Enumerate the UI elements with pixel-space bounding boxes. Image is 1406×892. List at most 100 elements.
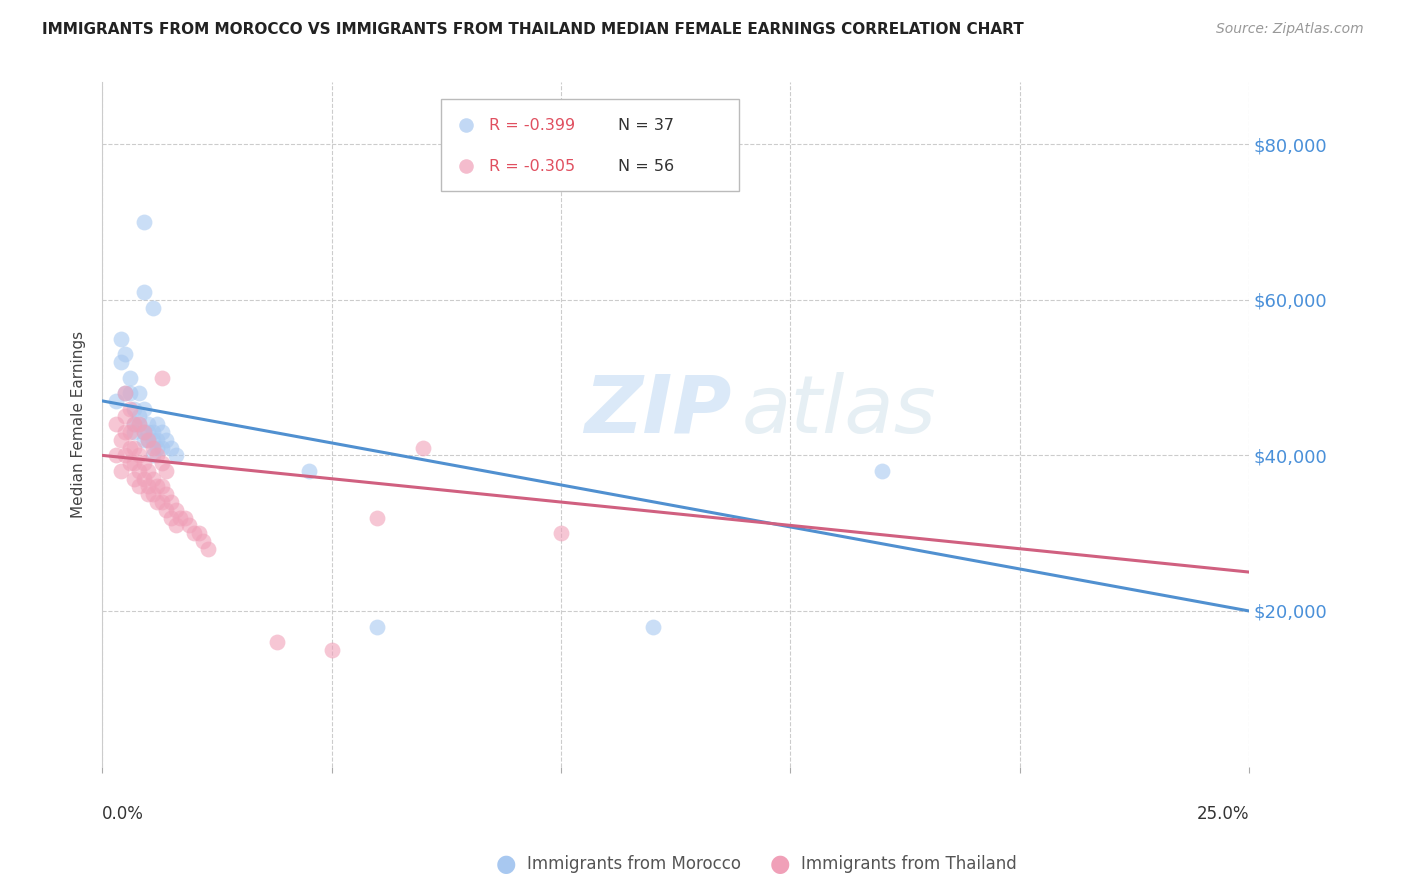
Point <box>142 433 165 447</box>
Point <box>298 464 321 478</box>
Text: ●: ● <box>770 852 790 876</box>
Point <box>132 425 155 439</box>
Text: atlas: atlas <box>742 372 936 450</box>
Point <box>124 425 146 439</box>
Point <box>142 472 165 486</box>
Point <box>132 285 155 299</box>
Point <box>128 417 150 432</box>
Point <box>132 215 155 229</box>
Point <box>124 472 146 486</box>
Point <box>124 417 146 432</box>
Text: IMMIGRANTS FROM MOROCCO VS IMMIGRANTS FROM THAILAND MEDIAN FEMALE EARNINGS CORRE: IMMIGRANTS FROM MOROCCO VS IMMIGRANTS FR… <box>42 22 1024 37</box>
Point <box>128 479 150 493</box>
Point <box>183 526 205 541</box>
Point <box>124 441 146 455</box>
Point <box>179 518 201 533</box>
Point <box>136 417 159 432</box>
Point <box>136 425 159 439</box>
Point <box>197 541 219 556</box>
Point <box>165 503 187 517</box>
Point <box>110 332 132 346</box>
Point <box>128 409 150 424</box>
Point <box>146 417 169 432</box>
Point <box>118 401 141 416</box>
Point <box>169 510 191 524</box>
Point <box>124 417 146 432</box>
Point <box>118 425 141 439</box>
Point <box>136 464 159 478</box>
Y-axis label: Median Female Earnings: Median Female Earnings <box>72 331 86 518</box>
Point <box>104 449 127 463</box>
Point <box>165 518 187 533</box>
Point <box>142 449 165 463</box>
Text: Immigrants from Thailand: Immigrants from Thailand <box>801 855 1017 873</box>
Point <box>128 449 150 463</box>
Point <box>150 370 173 384</box>
Point <box>142 441 165 455</box>
Point <box>150 441 173 455</box>
Point <box>114 386 136 401</box>
Point <box>146 449 169 463</box>
Point <box>160 441 183 455</box>
Point <box>110 433 132 447</box>
Point <box>266 635 288 649</box>
Point <box>160 495 183 509</box>
Point <box>641 619 664 633</box>
Point <box>146 495 169 509</box>
Text: Source: ZipAtlas.com: Source: ZipAtlas.com <box>1216 22 1364 37</box>
Point <box>142 487 165 501</box>
Point <box>155 487 177 501</box>
Point <box>118 370 141 384</box>
Point <box>150 479 173 493</box>
Point <box>191 533 214 548</box>
Point <box>114 347 136 361</box>
Point <box>124 456 146 470</box>
Text: R = -0.399: R = -0.399 <box>489 118 575 133</box>
Point <box>165 449 187 463</box>
Point <box>150 495 173 509</box>
Point <box>132 433 155 447</box>
Point <box>128 417 150 432</box>
Text: ZIP: ZIP <box>583 372 731 450</box>
Point <box>104 417 127 432</box>
Point <box>136 487 159 501</box>
FancyBboxPatch shape <box>440 99 738 192</box>
Point <box>412 441 434 455</box>
Point <box>136 479 159 493</box>
Point <box>146 441 169 455</box>
Text: 25.0%: 25.0% <box>1197 805 1249 823</box>
Point <box>146 433 169 447</box>
Point <box>114 425 136 439</box>
Point <box>550 526 572 541</box>
Point <box>136 433 159 447</box>
Point <box>321 643 343 657</box>
Point <box>187 526 209 541</box>
Text: N = 56: N = 56 <box>619 159 675 174</box>
Text: 0.0%: 0.0% <box>103 805 143 823</box>
Point <box>118 456 141 470</box>
Point <box>146 479 169 493</box>
Point <box>366 510 388 524</box>
Point <box>136 433 159 447</box>
Text: N = 37: N = 37 <box>619 118 675 133</box>
Point <box>870 464 893 478</box>
Point <box>173 510 195 524</box>
Point <box>132 456 155 470</box>
Point <box>110 355 132 369</box>
Point <box>155 464 177 478</box>
Point <box>366 619 388 633</box>
Point <box>150 456 173 470</box>
Point <box>132 401 155 416</box>
Point <box>155 433 177 447</box>
Point <box>132 472 155 486</box>
Text: ●: ● <box>496 852 516 876</box>
Point <box>128 386 150 401</box>
Text: Immigrants from Morocco: Immigrants from Morocco <box>527 855 741 873</box>
Point <box>150 425 173 439</box>
Point <box>142 301 165 315</box>
Point <box>160 510 183 524</box>
Point <box>118 441 141 455</box>
Point <box>114 386 136 401</box>
Point <box>124 401 146 416</box>
Point <box>128 464 150 478</box>
